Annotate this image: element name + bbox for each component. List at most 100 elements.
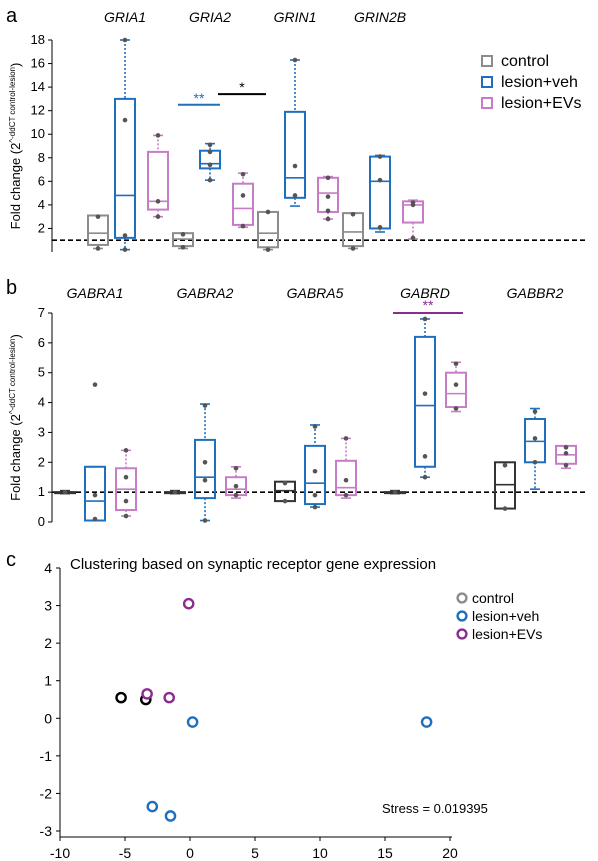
legend-marker-lesion-EVs: [456, 628, 468, 640]
box-GRIN2B-control: [342, 212, 364, 251]
scatter-point-lesion-EVs: [141, 688, 153, 700]
box-GABRD-control: [384, 489, 406, 495]
data-point: [422, 316, 428, 322]
box-GABBR2-lesion-veh: [524, 407, 546, 490]
ylabel-close: ): [8, 63, 23, 67]
data-point: [233, 465, 239, 471]
data-point: [502, 506, 508, 511]
panel-b-chart: 0 1 2 3 4 5 6 7 GABRA1 GABRA2 GABRA5 GABRD GABBR2: [38, 285, 585, 529]
y-tick-label: 3: [38, 424, 45, 439]
box-iqr: [147, 150, 169, 211]
box-GRIA2-lesion-EVs: [232, 171, 254, 229]
data-point: [202, 477, 208, 483]
data-point: [95, 246, 101, 251]
box-GRIN1-lesion-EVs: [317, 175, 339, 222]
panel-label-c: c: [6, 549, 16, 571]
x-tick-label: 0: [186, 845, 194, 861]
box-GABBR2-control: [494, 461, 516, 511]
scatter-point-lesion-veh: [186, 716, 199, 728]
data-point: [343, 477, 349, 483]
data-point: [502, 462, 508, 468]
data-point: [172, 489, 178, 495]
legend-marker-control: [456, 592, 468, 604]
box-GRIN2B-lesion-veh: [369, 154, 391, 233]
y-tick-label: 0: [38, 514, 45, 529]
gene-label: GABBR2: [507, 285, 564, 301]
stress-annotation: Stress = 0.019395: [382, 801, 488, 816]
data-point: [265, 247, 271, 252]
data-point: [292, 193, 298, 198]
scatter-point-lesion-veh: [146, 800, 159, 813]
data-point: [312, 468, 318, 474]
data-point: [240, 223, 246, 229]
panel-a-chart: 2 4 6 8 10 12 14 16 18 GRIA1 GRIA2 GRIN1 GRIN2B: [31, 9, 585, 252]
x-tick-label: -5: [119, 845, 132, 861]
y-tick-label: -1: [40, 748, 53, 764]
box-GRIA1-lesion-veh: [114, 37, 136, 252]
scatter-point-lesion-EVs: [163, 691, 175, 704]
box-iqr: [232, 182, 254, 226]
data-point: [312, 492, 318, 498]
legend-label: lesion+EVs: [472, 626, 542, 642]
data-point: [207, 142, 213, 148]
data-point: [122, 233, 128, 238]
y-tick-label: 0: [44, 710, 52, 726]
ylabel-superscript: ^-ddCT control-lesion: [8, 338, 17, 414]
x-tick-label: 5: [251, 845, 259, 861]
data-point: [563, 445, 569, 450]
scatter-point-lesion-EVs: [182, 597, 195, 610]
data-point: [180, 244, 186, 250]
panel-c-title: Clustering based on synaptic receptor ge…: [70, 556, 436, 573]
data-point: [325, 208, 331, 214]
data-point: [453, 382, 459, 387]
data-point: [92, 516, 98, 522]
x-tick-label: 10: [312, 845, 328, 861]
ylabel-close: ): [8, 334, 23, 338]
data-point: [563, 451, 569, 456]
legend-marker-lesion-veh: [456, 610, 468, 622]
data-point: [122, 117, 128, 123]
legend-label: lesion+veh: [501, 74, 578, 91]
sig-label: **: [423, 297, 434, 313]
box-GABRA1-lesion-veh: [84, 382, 106, 522]
panel-label-a: a: [6, 5, 18, 27]
gene-label: GRIA1: [104, 9, 146, 25]
legend-label: lesion+veh: [472, 608, 539, 624]
data-point: [207, 162, 213, 168]
gene-label: GABRA2: [177, 285, 234, 301]
data-point: [563, 462, 569, 468]
box-GRIN1-control: [257, 209, 279, 252]
data-point: [123, 498, 129, 504]
x-tick-label: 15: [377, 845, 393, 861]
scatter-point-lesion-veh: [164, 810, 177, 822]
box-iqr: [414, 335, 436, 468]
legend-swatch-control: [481, 55, 493, 67]
y-tick-label: 8: [38, 150, 45, 165]
box-GRIN1-lesion-veh: [284, 57, 306, 207]
legend-swatch-lesion-veh: [481, 76, 493, 88]
y-tick-label: 12: [31, 103, 45, 118]
y-tick-label: 16: [31, 56, 45, 71]
box-GRIA1-control: [87, 214, 109, 251]
data-point: [422, 454, 428, 459]
legend-swatch-lesion-EVs: [481, 97, 493, 109]
box-iqr: [342, 212, 364, 248]
data-point: [325, 216, 331, 222]
data-point: [233, 483, 239, 489]
box-iqr: [445, 371, 467, 409]
data-point: [202, 518, 208, 523]
data-point: [312, 424, 318, 429]
data-point: [95, 214, 101, 219]
scatter-point-control: [115, 691, 127, 704]
data-point: [410, 235, 416, 241]
gene-label: GRIN2B: [354, 9, 406, 25]
scatter-point-lesion-veh: [420, 716, 433, 728]
panel-b-ylabel: Fold change (2^-ddCT control-lesion): [8, 334, 23, 501]
data-point: [350, 246, 356, 251]
y-tick-label: 3: [44, 598, 52, 614]
ylabel-main: Fold change (2: [8, 143, 23, 230]
y-tick-label: 1: [44, 673, 52, 689]
ylabel-main: Fold change (2: [8, 414, 23, 501]
y-tick-label: 4: [44, 560, 52, 576]
legend-label: lesion+EVs: [501, 95, 582, 112]
